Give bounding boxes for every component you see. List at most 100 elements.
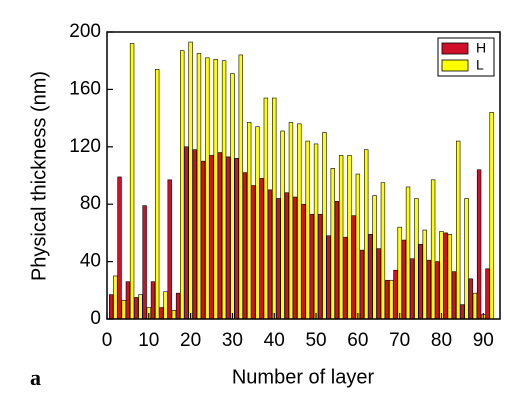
bar [292,196,298,320]
x-tick-label: 90 [473,330,494,351]
bar [460,304,465,320]
bar [309,213,315,320]
bar [397,226,402,320]
bar [456,140,461,320]
bar [418,244,423,320]
bar [464,198,469,320]
x-tick-label: 20 [180,330,201,351]
y-tick-label: 0 [90,308,101,329]
bar [117,176,122,320]
bar [447,234,453,320]
bar [485,268,490,320]
bar [267,189,273,320]
legend-label: L [476,57,484,73]
bar [209,155,214,320]
bar [272,97,277,320]
y-tick-label: 160 [69,78,101,99]
bar [393,269,398,320]
bar [213,58,218,320]
x-tick-label: 0 [102,330,113,351]
x-tick-label: 60 [347,330,368,351]
bar [113,275,118,320]
bar [380,182,386,320]
x-tick-label: 10 [138,330,159,351]
bar [125,281,131,320]
bar [313,143,319,320]
bar [410,258,415,320]
bar [134,297,139,320]
bar [238,54,243,320]
bar [405,186,411,320]
x-tick-label: 30 [222,330,243,351]
plot-frame [106,31,501,320]
y-tick-label: 40 [80,251,101,272]
bar [255,126,260,320]
bar [230,73,235,320]
bar [221,60,227,320]
bar [489,112,494,320]
bar [305,140,310,320]
bar [364,149,369,320]
bar [200,160,206,320]
bar [226,156,231,320]
bar [451,271,457,320]
bar [192,149,197,320]
legend-swatch [441,59,469,72]
bar [167,179,172,320]
x-axis-label: Number of layer [232,366,375,388]
bar [389,279,394,320]
bar [401,239,407,320]
bar [175,292,181,320]
bar [196,53,202,320]
bar [338,155,344,320]
bar [318,213,323,320]
y-tick-label: 200 [69,21,101,42]
legend-label: H [476,40,486,56]
bar [234,157,239,320]
bar [108,294,114,320]
bar [414,198,419,320]
x-tick-label: 70 [389,330,410,351]
bar [435,261,440,320]
bar [376,248,381,320]
bar [439,231,444,320]
bar [263,97,269,320]
bar [322,132,327,320]
bar [330,168,335,320]
bar [142,205,147,320]
x-tick-label: 50 [305,330,326,351]
bar [246,122,252,320]
x-tick-label: 80 [431,330,452,351]
bar [351,215,356,320]
bar [468,278,473,320]
bar [163,291,168,320]
bar [343,236,348,320]
y-axis-label: Physical thickness (nm) [28,71,50,281]
bar [426,259,432,320]
bar [288,122,294,320]
y-tick-label: 120 [69,136,101,157]
bar [121,300,126,320]
legend-swatch [441,42,469,55]
panel-label: a [30,365,41,390]
bar [443,232,448,320]
bar [368,234,373,320]
bar [384,279,390,320]
bar [259,178,264,320]
bar [422,229,427,320]
bar [184,146,189,320]
bar [355,173,361,320]
bar [472,292,478,320]
bar [242,172,248,320]
bar [372,195,377,320]
bar [276,198,281,320]
x-tick-label: 40 [264,330,285,351]
bar [334,201,340,320]
bar [301,203,306,320]
bar [150,281,156,320]
bar [217,152,223,320]
bar [476,169,482,320]
bar [159,307,164,320]
bar [284,192,289,320]
